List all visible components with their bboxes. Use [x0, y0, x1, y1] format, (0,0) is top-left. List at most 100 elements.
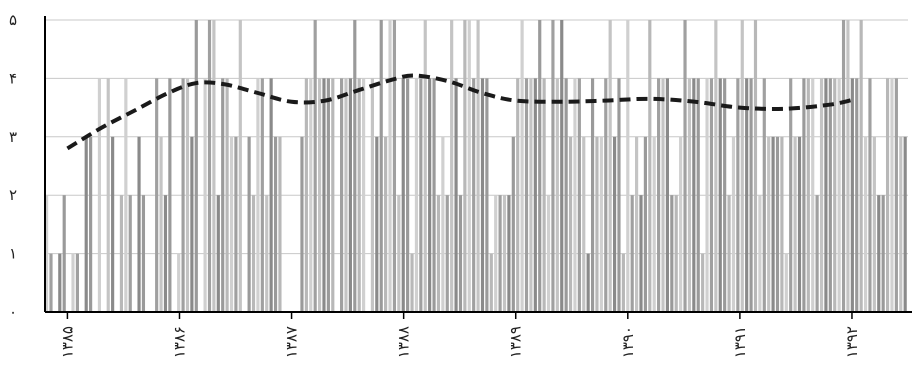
bar	[643, 136, 647, 312]
bar	[313, 20, 317, 312]
bar	[604, 78, 608, 313]
bar	[124, 78, 128, 313]
bar	[687, 78, 692, 313]
y-tick-label: ۵	[9, 11, 17, 29]
trend-line-path	[66, 73, 853, 151]
bar	[414, 78, 419, 313]
bar	[736, 78, 740, 313]
bar	[824, 78, 828, 313]
bar	[617, 78, 621, 313]
bar	[595, 136, 599, 312]
bar	[679, 136, 683, 312]
bar	[260, 78, 264, 313]
bar	[137, 136, 141, 312]
bar	[467, 20, 471, 312]
bar	[300, 136, 304, 312]
bar	[516, 78, 520, 313]
x-tick-label: ۱۳۹۲	[843, 326, 861, 358]
bar	[890, 78, 894, 313]
bar	[740, 20, 744, 312]
bar	[194, 20, 198, 312]
bar	[397, 195, 401, 312]
bar	[203, 78, 207, 313]
bar	[229, 136, 234, 312]
bar	[881, 195, 885, 312]
bar	[771, 136, 775, 312]
bar	[749, 78, 753, 313]
bar	[683, 20, 687, 312]
bar	[168, 78, 172, 313]
bar	[163, 195, 168, 312]
bar	[269, 78, 273, 313]
bar	[815, 195, 819, 312]
bar	[463, 20, 467, 312]
bar	[859, 20, 863, 312]
bar	[714, 20, 718, 312]
bar	[538, 20, 542, 312]
bar	[872, 136, 876, 312]
bar	[278, 136, 282, 312]
bar	[639, 195, 643, 312]
bar	[793, 136, 797, 312]
bar	[58, 253, 62, 312]
bar	[485, 78, 489, 313]
bar	[657, 78, 661, 313]
bar	[560, 20, 564, 312]
bar	[894, 78, 898, 313]
bar	[899, 136, 903, 312]
y-tick-label: ۰	[9, 303, 17, 321]
bar	[348, 78, 352, 313]
bar	[225, 78, 229, 313]
bar	[62, 195, 66, 312]
bar	[71, 253, 75, 312]
bar	[863, 136, 868, 312]
bar	[635, 136, 639, 312]
bar	[789, 78, 793, 313]
bar	[128, 195, 132, 312]
bar	[626, 20, 630, 312]
bar	[331, 78, 335, 313]
bar	[419, 78, 423, 313]
bar	[723, 78, 727, 313]
bar	[586, 253, 590, 312]
bar	[564, 78, 568, 313]
bar	[868, 78, 872, 313]
bar	[247, 136, 251, 312]
bar	[542, 78, 546, 313]
x-tick-label: ۱۳۹۰	[619, 326, 637, 358]
bar	[806, 78, 810, 313]
bar	[472, 78, 476, 313]
bar	[480, 78, 485, 313]
bar	[406, 78, 410, 313]
bar	[762, 78, 766, 313]
bar	[850, 78, 854, 313]
y-tick-label: ۴	[9, 69, 17, 87]
bar	[555, 78, 559, 313]
bar	[212, 20, 216, 312]
bar	[511, 136, 515, 312]
bar	[551, 20, 555, 312]
bar	[309, 78, 313, 313]
bar	[476, 20, 480, 312]
bar	[111, 136, 115, 312]
bar	[630, 195, 634, 312]
bar	[353, 20, 357, 312]
bar	[498, 195, 502, 312]
bar	[833, 78, 837, 313]
bar	[758, 195, 762, 312]
bar	[273, 136, 278, 312]
bar	[784, 253, 788, 312]
bar	[524, 78, 529, 313]
bar	[855, 78, 859, 313]
bar	[97, 78, 102, 313]
bar	[357, 78, 361, 313]
bar	[590, 78, 595, 313]
bar	[665, 78, 670, 313]
bar	[49, 253, 53, 312]
x-axis-ticks: ۱۳۸۵ ۱۳۸۶ ۱۳۸۷ ۱۳۸۸ ۱۳۸۹ ۱۳۹۰ ۱۳۹۱ ۱۳۹۲	[58, 312, 861, 358]
bar	[265, 195, 269, 312]
bar	[727, 195, 731, 312]
bar	[392, 20, 397, 312]
x-tick-label: ۱۳۸۷	[283, 326, 301, 358]
